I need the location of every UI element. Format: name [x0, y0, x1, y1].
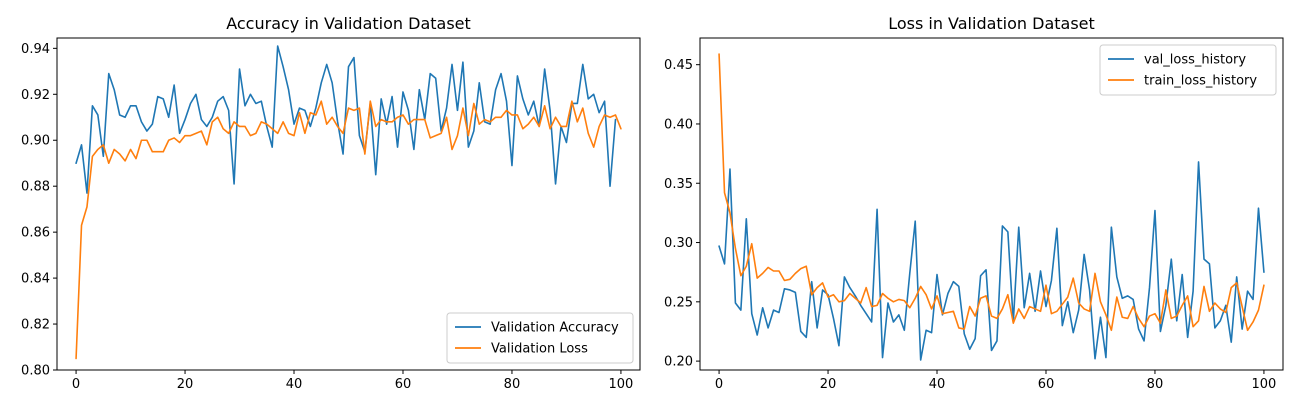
accuracy-chart-ticks: 0 20 40 60 80 100 0.80 0.82 0.84 0.86 0.88 0.90 0.92…	[21, 42, 633, 392]
accuracy-y-tick-label: 0.84	[21, 272, 50, 287]
accuracy-x-tick-label: 100	[609, 377, 634, 392]
loss-legend-label-2: train_loss_history	[1144, 74, 1257, 89]
accuracy-legend-label-2: Validation Loss	[491, 342, 588, 357]
accuracy-chart-legend: Validation Accuracy Validation Loss	[446, 312, 634, 364]
accuracy-chart-frame	[56, 37, 641, 371]
loss-y-tick-label: 0.25	[664, 295, 693, 310]
accuracy-chart-panel: Accuracy in Validation Dataset 0 20 40 60 80…	[21, 14, 641, 392]
accuracy-x-tick-label: 80	[504, 377, 521, 392]
loss-y-tick-label: 0.30	[664, 236, 693, 251]
loss-y-tick-label: 0.20	[664, 355, 693, 370]
accuracy-chart-title: Accuracy in Validation Dataset	[226, 14, 471, 33]
loss-series-line-1	[718, 161, 1265, 361]
loss-y-tick-label: 0.35	[664, 177, 693, 192]
loss-x-tick-label: 20	[820, 377, 837, 392]
accuracy-y-tick-label: 0.90	[21, 134, 50, 149]
accuracy-y-tick-label: 0.92	[21, 88, 50, 103]
loss-legend-box	[1099, 44, 1277, 96]
loss-chart-ticks: 0 20 40 60 80 100 0.20 0.25 0.30 0.35 0.40 0.45	[664, 58, 1276, 392]
loss-chart-panel: Loss in Validation Dataset 0 20 40 60 80 1000…	[664, 14, 1284, 392]
loss-chart-frame	[699, 37, 1284, 371]
accuracy-legend-box	[446, 312, 634, 364]
loss-x-tick-label: 100	[1252, 377, 1277, 392]
loss-x-tick-label: 0	[715, 377, 723, 392]
accuracy-series-line-2	[75, 100, 622, 360]
loss-chart-legend: val_loss_history train_loss_history	[1099, 44, 1277, 96]
accuracy-y-tick-label: 0.86	[21, 226, 50, 241]
accuracy-chart-marks	[75, 45, 622, 360]
accuracy-y-tick-label: 0.82	[21, 318, 50, 333]
loss-y-tick-label: 0.45	[664, 58, 693, 73]
loss-x-tick-label: 80	[1147, 377, 1164, 392]
accuracy-y-tick-label: 0.94	[21, 42, 50, 57]
loss-y-tick-label: 0.40	[664, 117, 693, 132]
accuracy-x-tick-label: 0	[72, 377, 80, 392]
loss-x-tick-label: 40	[929, 377, 946, 392]
accuracy-legend-label-1: Validation Accuracy	[491, 321, 619, 336]
accuracy-series-line-1	[75, 45, 617, 194]
accuracy-y-tick-label: 0.80	[21, 364, 50, 379]
loss-x-tick-label: 60	[1038, 377, 1055, 392]
accuracy-x-tick-label: 40	[286, 377, 303, 392]
loss-series-line-2	[718, 53, 1265, 332]
accuracy-x-tick-label: 60	[395, 377, 412, 392]
loss-chart-title: Loss in Validation Dataset	[888, 14, 1095, 33]
loss-chart-marks	[718, 53, 1265, 361]
loss-legend-label-1: val_loss_history	[1144, 53, 1246, 68]
accuracy-x-tick-label: 20	[177, 377, 194, 392]
accuracy-y-tick-label: 0.88	[21, 180, 50, 195]
